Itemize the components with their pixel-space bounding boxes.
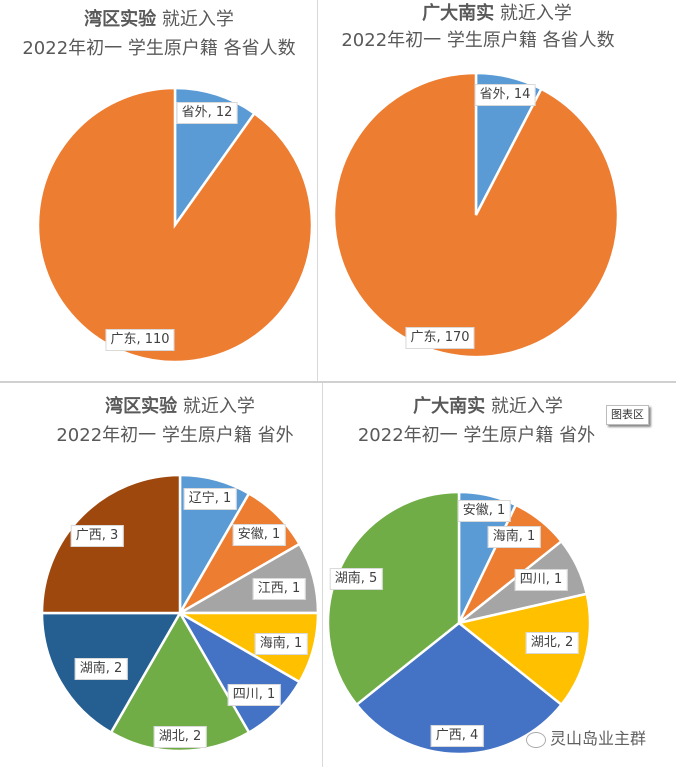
data-label: 省外, 14 xyxy=(474,84,536,106)
watermark-text: 灵山岛业主群 xyxy=(550,729,647,748)
divider-bottom-vertical xyxy=(322,383,323,767)
data-label: 广西, 4 xyxy=(430,725,484,747)
data-label: 安徽, 1 xyxy=(457,500,511,522)
chart-subtitle-bottom-left: 2022年初一 学生原户籍 省外 xyxy=(56,425,294,446)
chart-title-bottom-right: 广大南实 就近入学 xyxy=(323,395,653,419)
chart-title-bottom-left: 湾区实验 就近入学 xyxy=(0,395,360,419)
data-label: 广东, 110 xyxy=(105,329,175,351)
title-rest: 就近入学 xyxy=(161,9,234,30)
pie-chart-1[interactable] xyxy=(36,86,314,364)
pie-chart-3[interactable] xyxy=(40,473,320,753)
chart-subtitle-top-left: 2022年初一 学生原户籍 各省人数 xyxy=(22,38,296,59)
divider-top-vertical xyxy=(317,0,318,382)
data-label: 省外, 12 xyxy=(176,102,238,124)
title-rest: 就近入学 xyxy=(499,3,572,24)
data-label: 辽宁, 1 xyxy=(183,488,237,510)
data-label: 湖北, 2 xyxy=(525,632,579,654)
data-label: 四川, 1 xyxy=(514,569,568,591)
data-label: 江西, 1 xyxy=(252,578,306,600)
chart-subtitle-bottom-right: 2022年初一 学生原户籍 省外 xyxy=(357,425,596,446)
data-label: 湖北, 2 xyxy=(153,726,207,748)
title-school: 广大南实 xyxy=(422,3,495,24)
title-school: 广大南实 xyxy=(413,396,486,417)
title-school: 湾区实验 xyxy=(105,396,178,417)
data-label: 海南, 1 xyxy=(254,633,308,655)
data-label: 湖南, 5 xyxy=(329,568,383,590)
data-label: 安徽, 1 xyxy=(232,524,286,546)
title-rest: 就近入学 xyxy=(490,396,563,417)
pie-slice-广东[interactable] xyxy=(36,86,314,364)
data-label: 四川, 1 xyxy=(227,684,281,706)
pie-slice-广西[interactable] xyxy=(354,621,564,756)
pie-chart-2[interactable] xyxy=(332,71,620,359)
chart-area-tooltip: 图表区 xyxy=(606,405,649,425)
data-label: 广西, 3 xyxy=(70,525,124,547)
pie-chart-4[interactable] xyxy=(326,490,592,756)
watermark: 灵山岛业主群 xyxy=(526,725,646,749)
pie-slice-湖北[interactable] xyxy=(456,592,592,707)
title-school: 湾区实验 xyxy=(84,9,157,30)
chart-title-top-left: 湾区实验 就近入学 xyxy=(0,8,318,32)
chart-subtitle-top-right: 2022年初一 学生原户籍 各省人数 xyxy=(341,30,615,51)
title-rest: 就近入学 xyxy=(182,396,255,417)
data-label: 广东, 170 xyxy=(405,327,475,349)
data-label: 湖南, 2 xyxy=(74,658,128,680)
pie-slice-广东[interactable] xyxy=(332,71,620,359)
pie-slice-湖北[interactable] xyxy=(109,610,251,753)
data-label: 海南, 1 xyxy=(487,526,541,548)
pie-slice-湖南[interactable] xyxy=(326,490,461,707)
chart-title-top-right: 广大南实 就近入学 xyxy=(318,2,676,26)
wechat-icon xyxy=(526,731,546,748)
divider-horizontal xyxy=(0,381,676,383)
